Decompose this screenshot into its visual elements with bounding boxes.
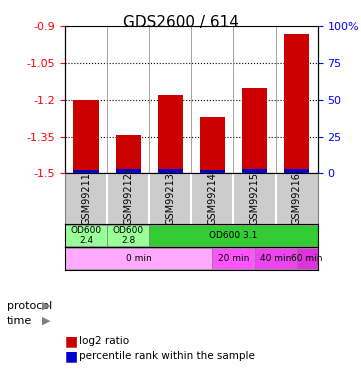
Text: 0 min: 0 min (126, 254, 152, 263)
Bar (158, 95, 183, 173)
Text: OD600
2.8: OD600 2.8 (113, 226, 144, 245)
Text: 60 min: 60 min (291, 254, 323, 263)
FancyBboxPatch shape (65, 225, 107, 246)
Bar (116, 169, 141, 173)
Bar (73, 100, 99, 173)
Bar (242, 87, 267, 173)
Text: GDS2600 / 614: GDS2600 / 614 (123, 15, 238, 30)
Text: ■: ■ (65, 349, 78, 363)
Text: GSM99215: GSM99215 (249, 172, 260, 225)
FancyBboxPatch shape (107, 225, 149, 246)
Text: protocol: protocol (7, 301, 52, 310)
Text: ▶: ▶ (42, 316, 50, 326)
Bar (200, 170, 225, 173)
Bar (284, 169, 309, 173)
Text: 20 min: 20 min (218, 254, 249, 263)
Text: GSM99211: GSM99211 (81, 172, 91, 225)
Text: OD600
2.4: OD600 2.4 (70, 226, 101, 245)
FancyBboxPatch shape (65, 248, 212, 269)
Text: log2 ratio: log2 ratio (79, 336, 130, 346)
Bar (284, 34, 309, 173)
Text: ■: ■ (65, 334, 78, 348)
Text: 40 min: 40 min (260, 254, 291, 263)
Bar (73, 170, 99, 173)
Text: time: time (7, 316, 32, 326)
Text: OD600 3.1: OD600 3.1 (209, 231, 258, 240)
FancyBboxPatch shape (297, 248, 318, 269)
Bar (158, 169, 183, 173)
Bar (200, 117, 225, 173)
Bar (116, 135, 141, 173)
Bar (242, 169, 267, 173)
Text: ▶: ▶ (42, 301, 50, 310)
FancyBboxPatch shape (149, 225, 318, 246)
FancyBboxPatch shape (255, 248, 297, 269)
Text: percentile rank within the sample: percentile rank within the sample (79, 351, 255, 361)
Text: GSM99213: GSM99213 (165, 172, 175, 225)
Text: GSM99216: GSM99216 (292, 172, 302, 225)
Text: GSM99214: GSM99214 (207, 172, 217, 225)
FancyBboxPatch shape (212, 248, 255, 269)
Text: GSM99212: GSM99212 (123, 172, 133, 225)
